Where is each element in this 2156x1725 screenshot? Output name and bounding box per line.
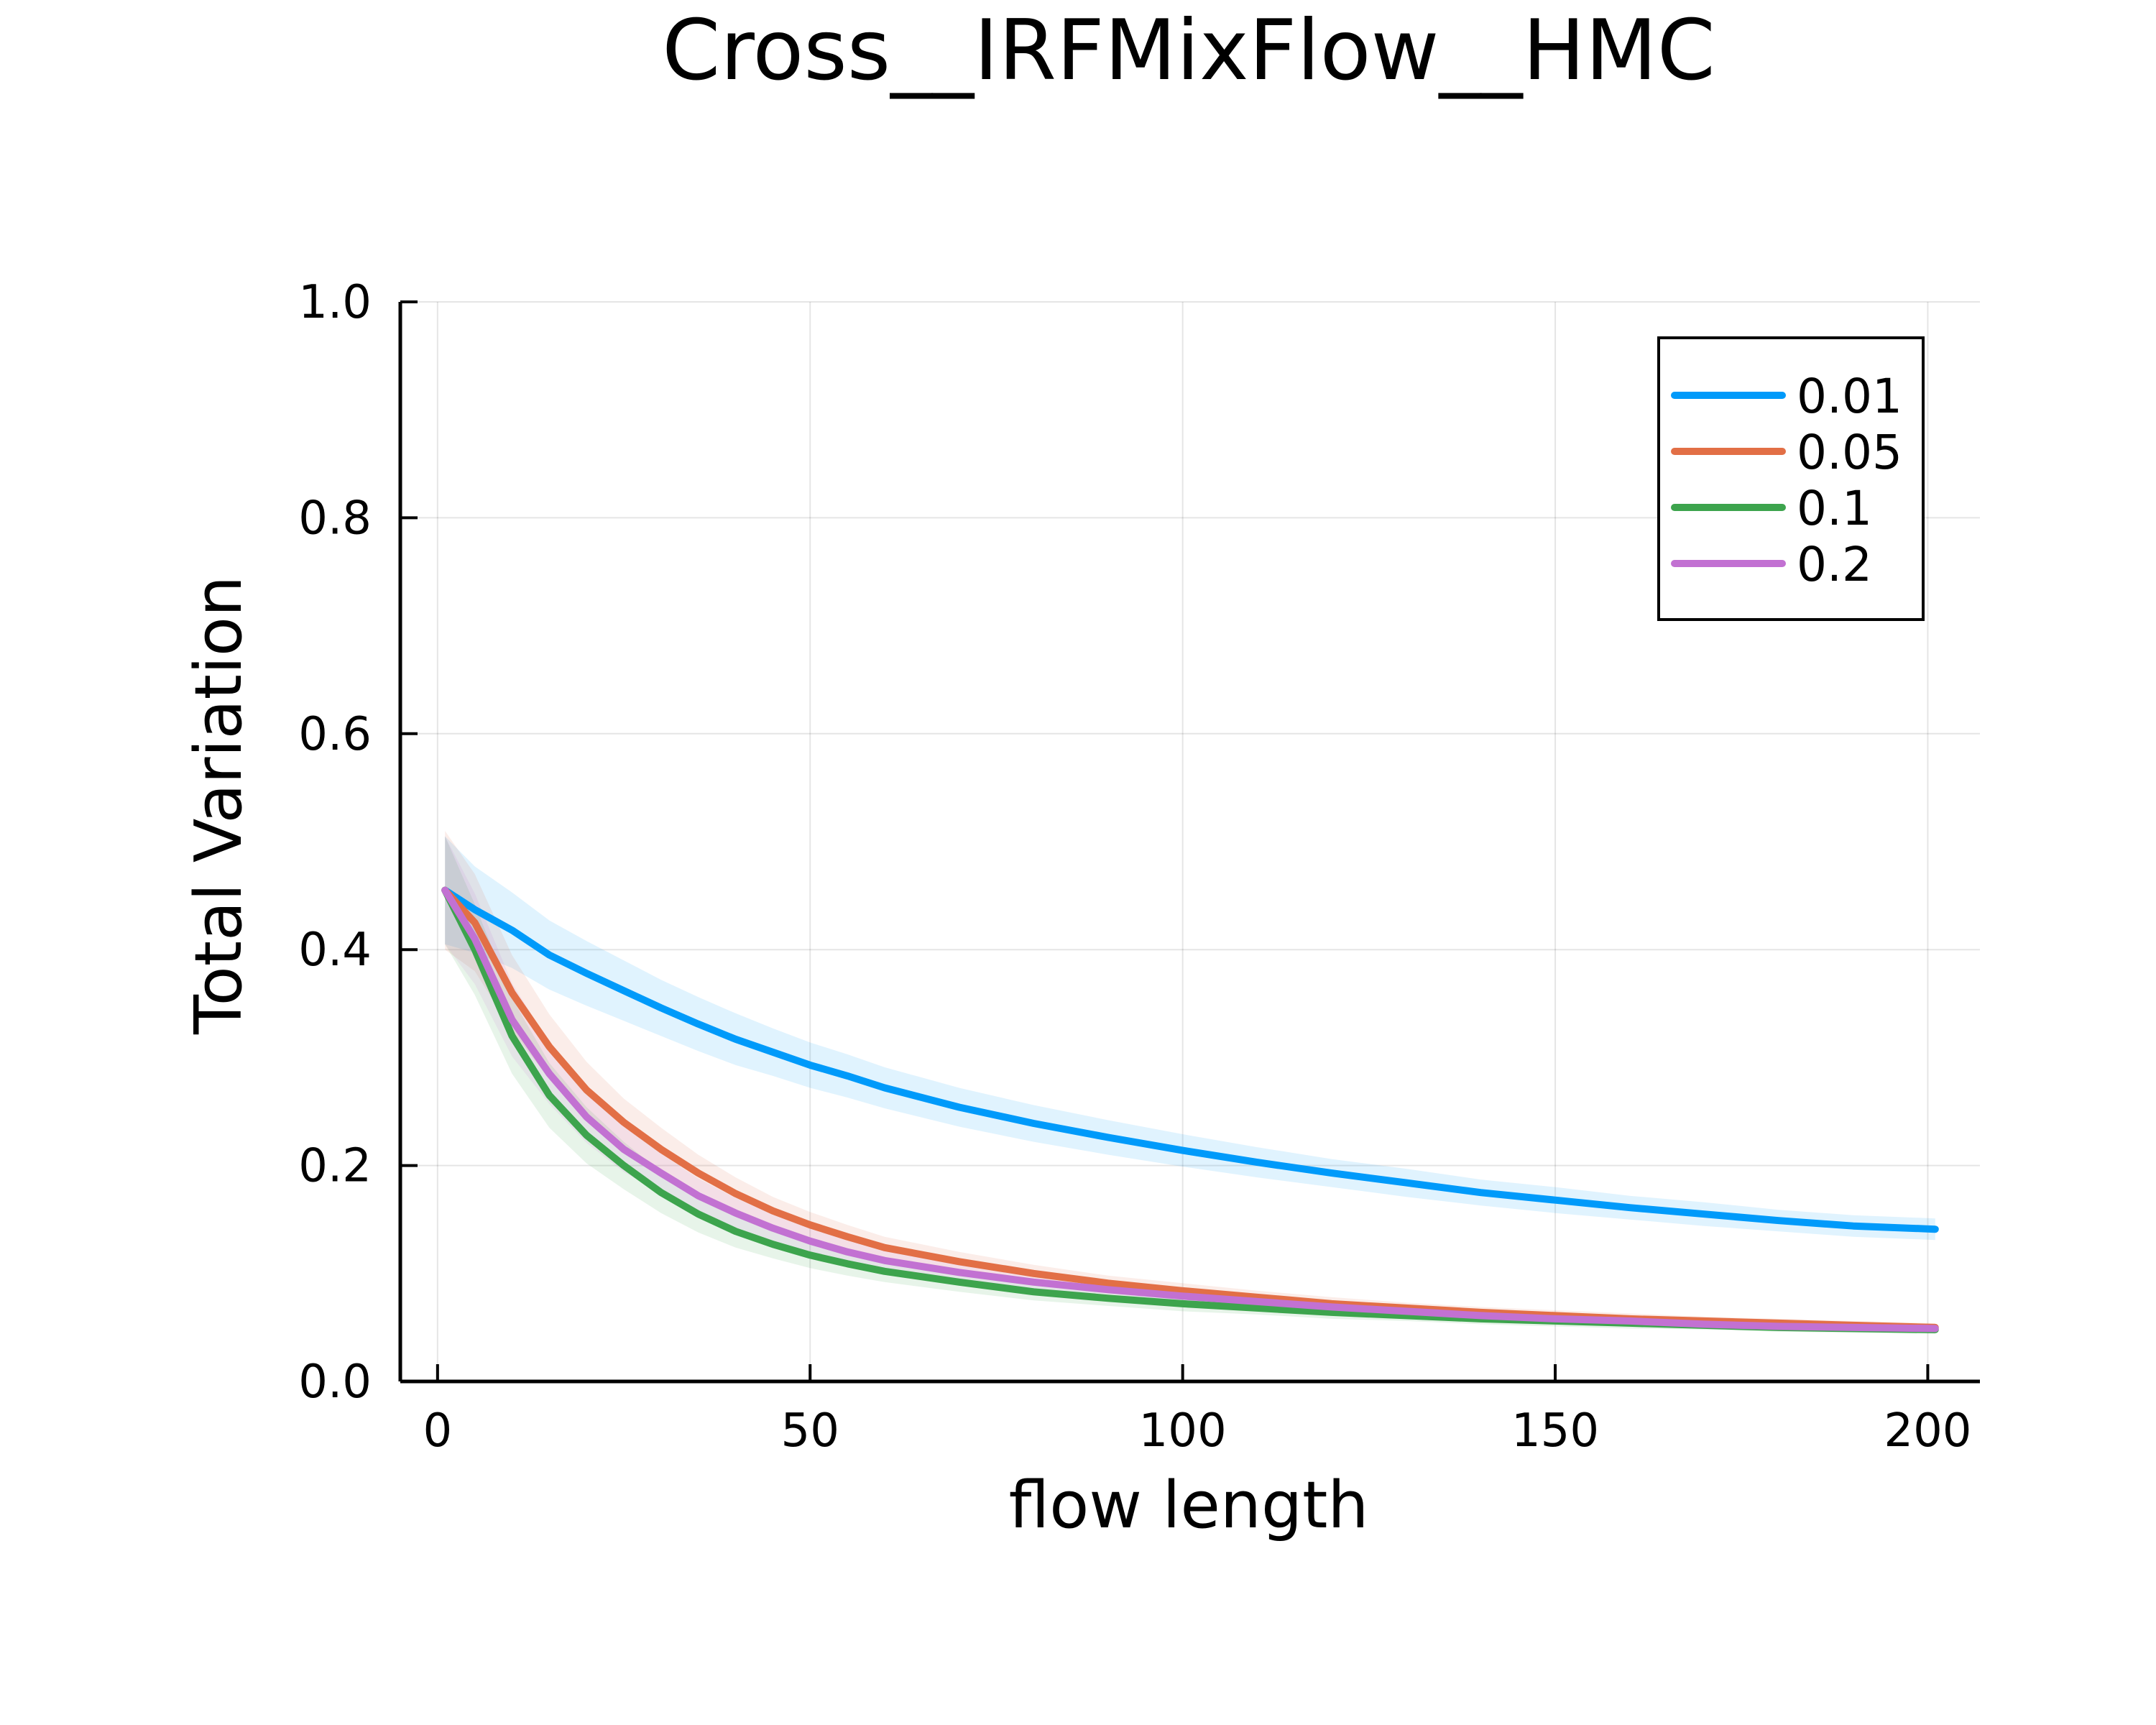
chart-title: Cross__IRFMixFlow__HMC xyxy=(662,2,1715,99)
x-tick-label: 0 xyxy=(423,1404,452,1458)
legend-label: 0.1 xyxy=(1797,481,1872,536)
series-line-0.01 xyxy=(441,886,1939,1233)
x-tick-label: 100 xyxy=(1139,1404,1227,1458)
x-tick-label: 50 xyxy=(781,1404,839,1458)
legend-frame xyxy=(1657,336,1925,621)
legend: 0.010.050.10.2 xyxy=(1657,336,1925,621)
legend-label: 0.2 xyxy=(1797,537,1872,592)
y-tick-label: 0.0 xyxy=(298,1356,372,1409)
line-layer xyxy=(441,886,1939,1333)
y-axis-title: Total Variation xyxy=(181,576,257,1035)
y-tick-label: 0.2 xyxy=(298,1140,372,1193)
y-tick-label: 0.4 xyxy=(298,924,372,977)
x-tick-label: 200 xyxy=(1884,1404,1971,1458)
y-tick-label: 0.8 xyxy=(298,492,372,545)
legend-label: 0.05 xyxy=(1797,425,1902,480)
legend-label: 0.01 xyxy=(1797,369,1902,424)
x-axis-title: flow length xyxy=(1009,1468,1369,1543)
y-tick-label: 0.6 xyxy=(298,708,372,761)
series-line-0.2 xyxy=(441,886,1939,1333)
x-tick-label: 150 xyxy=(1511,1404,1599,1458)
axis-layer: 0 50 100 150 200 0.0 0.2 0.4 0.6 0.8 1.0 xyxy=(298,276,1980,1458)
y-tick-label: 1.0 xyxy=(298,276,372,329)
